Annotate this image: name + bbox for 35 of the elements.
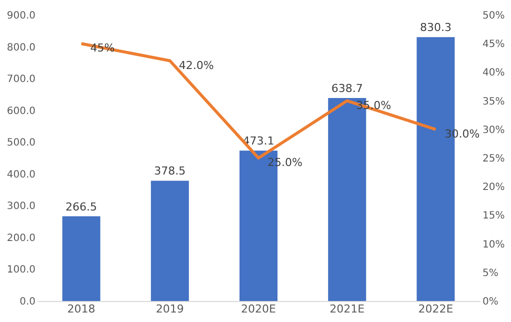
y2-tick-label: 10% bbox=[482, 239, 505, 250]
data-label: 830.3 bbox=[420, 21, 452, 34]
y-tick-label: 800.0 bbox=[6, 42, 36, 54]
y-tick-label: 400.0 bbox=[6, 169, 36, 180]
y2-tick-label: 15% bbox=[482, 210, 505, 222]
y-tick-label: 700.0 bbox=[6, 74, 36, 86]
x-tick-label: 2022E bbox=[418, 302, 454, 316]
y2-tick-label: 40% bbox=[482, 68, 505, 79]
y-tick-label: 500.0 bbox=[6, 138, 36, 149]
bar bbox=[62, 216, 100, 301]
x-tick-label: 2019 bbox=[156, 302, 184, 316]
y-tick-label: 100.0 bbox=[6, 264, 36, 276]
y-tick-label: 200.0 bbox=[6, 232, 36, 244]
y-tick-label: 900.0 bbox=[6, 10, 36, 22]
y-tick-label: 600.0 bbox=[6, 106, 36, 117]
y2-tick-label: 50% bbox=[482, 10, 505, 22]
x-tick-label: 2018 bbox=[67, 302, 96, 316]
x-tick-label: 2021E bbox=[330, 302, 365, 316]
y2-tick-label: 20% bbox=[482, 182, 505, 194]
line-series bbox=[80, 42, 438, 160]
data-label: 638.7 bbox=[331, 82, 363, 96]
y2-tick-label: 45% bbox=[482, 39, 505, 50]
data-label: 266.5 bbox=[66, 200, 98, 214]
y-tick-label: 0.0 bbox=[20, 296, 36, 308]
data-label: 42.0% bbox=[178, 58, 214, 72]
data-label: 378.5 bbox=[154, 164, 186, 178]
bar bbox=[150, 180, 189, 301]
y2-tick-label: 35% bbox=[482, 96, 505, 108]
data-label: 473.1 bbox=[242, 134, 274, 148]
y-tick-label: 300.0 bbox=[6, 201, 36, 212]
y2-tick-label: 25% bbox=[482, 154, 505, 164]
y2-tick-label: 5% bbox=[482, 268, 498, 279]
y2-tick-label: 0% bbox=[482, 296, 498, 308]
y2-tick-label: 30% bbox=[482, 124, 505, 136]
x-tick-label: 2020E bbox=[241, 302, 276, 316]
